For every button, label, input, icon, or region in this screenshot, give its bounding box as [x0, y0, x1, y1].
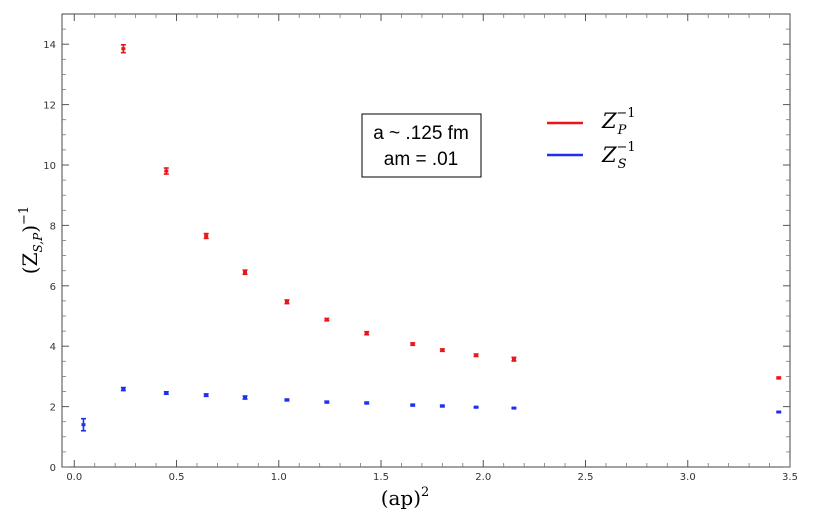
legend-zp-base: Z — [601, 109, 617, 133]
point-marker — [243, 396, 248, 400]
legend: ZP−1 ZS−1 — [547, 106, 636, 172]
point-marker — [324, 400, 329, 404]
data-point — [284, 398, 290, 402]
legend-label-zp: ZP −1 — [601, 106, 636, 138]
data-point — [364, 330, 370, 336]
data-point — [511, 406, 517, 410]
point-marker — [164, 169, 169, 173]
x-tick-label: 2.5 — [578, 472, 594, 483]
point-marker — [81, 423, 86, 427]
data-point — [776, 410, 782, 414]
data-point — [410, 342, 416, 347]
x-axis-title: (ap)2 — [381, 485, 430, 510]
legend-zp-sub: P — [617, 123, 627, 138]
data-point — [163, 391, 169, 396]
data-point — [511, 356, 517, 362]
data-point — [410, 403, 416, 407]
data-point — [120, 44, 126, 54]
tick-marks — [62, 14, 791, 468]
x-tick-label: 2.0 — [475, 472, 491, 483]
point-marker — [243, 270, 248, 274]
y-tick-label: 4 — [50, 342, 56, 353]
data-point — [324, 317, 330, 322]
data-point — [324, 400, 330, 404]
y-tick-label: 14 — [43, 40, 56, 51]
point-marker — [511, 357, 516, 361]
annotation-box — [361, 113, 482, 178]
data-point — [473, 353, 479, 358]
y-axis-title: (ZS,P)−1 — [17, 206, 45, 274]
y-axis-title-close: ) — [18, 225, 42, 233]
legend-zs-exp: −1 — [617, 140, 636, 155]
y-tick-labels: 0 2 4 6 8 10 12 14 — [43, 40, 56, 474]
point-marker — [121, 387, 126, 391]
y-tick-label: 6 — [50, 282, 56, 293]
legend-label-zs: ZS −1 — [601, 140, 636, 172]
x-tick-label: 3.5 — [782, 472, 798, 483]
data-point — [242, 269, 248, 276]
data-point — [439, 348, 445, 353]
data-point — [473, 405, 479, 409]
series-zs — [80, 386, 782, 432]
point-marker — [204, 393, 209, 397]
point-marker — [284, 300, 289, 304]
x-tick-label: 0.5 — [169, 472, 185, 483]
legend-zp-exp: −1 — [616, 106, 635, 121]
data-point — [242, 395, 248, 400]
point-marker — [364, 401, 369, 405]
y-tick-label: 8 — [50, 221, 56, 232]
data-point — [284, 299, 290, 305]
y-tick-label: 10 — [43, 161, 56, 172]
point-marker — [474, 405, 479, 409]
point-marker — [121, 47, 126, 51]
x-tick-labels: 0.0 0.5 1.0 1.5 2.0 2.5 3.0 3.5 — [66, 472, 798, 483]
plot-frame — [61, 13, 791, 468]
point-marker — [204, 234, 209, 238]
point-marker — [164, 391, 169, 395]
data-point — [203, 393, 209, 398]
legend-zs-base: Z — [601, 143, 617, 167]
legend-zs-sub: S — [618, 157, 627, 172]
point-marker — [511, 406, 516, 410]
x-tick-label: 3.0 — [680, 472, 696, 483]
annotation-line-1: a ~ .125 fm — [373, 123, 469, 144]
y-axis-title-base: (Z — [18, 252, 42, 274]
y-axis-title-exp: −1 — [17, 206, 32, 225]
point-marker — [776, 410, 781, 414]
y-tick-label: 0 — [50, 463, 56, 474]
data-point — [776, 376, 782, 380]
x-tick-label: 1.0 — [271, 472, 287, 483]
point-marker — [776, 376, 781, 380]
x-tick-label: 0.0 — [66, 472, 82, 483]
point-marker — [364, 331, 369, 335]
x-tick-label: 1.5 — [373, 472, 389, 483]
point-marker — [440, 404, 445, 408]
y-tick-label: 12 — [43, 101, 56, 112]
x-axis-title-base: (ap) — [381, 486, 421, 510]
data-point — [203, 232, 209, 240]
y-axis-title-sub: S,P — [31, 232, 45, 253]
y-tick-label: 2 — [50, 403, 56, 414]
series-layer — [80, 44, 782, 432]
data-point — [120, 386, 126, 392]
point-marker — [410, 403, 415, 407]
point-marker — [284, 398, 289, 402]
point-marker — [474, 353, 479, 357]
point-marker — [440, 348, 445, 352]
x-axis-title-exp: 2 — [421, 485, 429, 500]
annotation-line-2: am = .01 — [384, 149, 458, 170]
data-point — [80, 417, 86, 432]
point-marker — [324, 318, 329, 322]
data-point — [364, 401, 370, 405]
data-point — [439, 404, 445, 408]
data-point — [163, 167, 169, 175]
point-marker — [410, 342, 415, 346]
series-zp — [120, 44, 782, 380]
